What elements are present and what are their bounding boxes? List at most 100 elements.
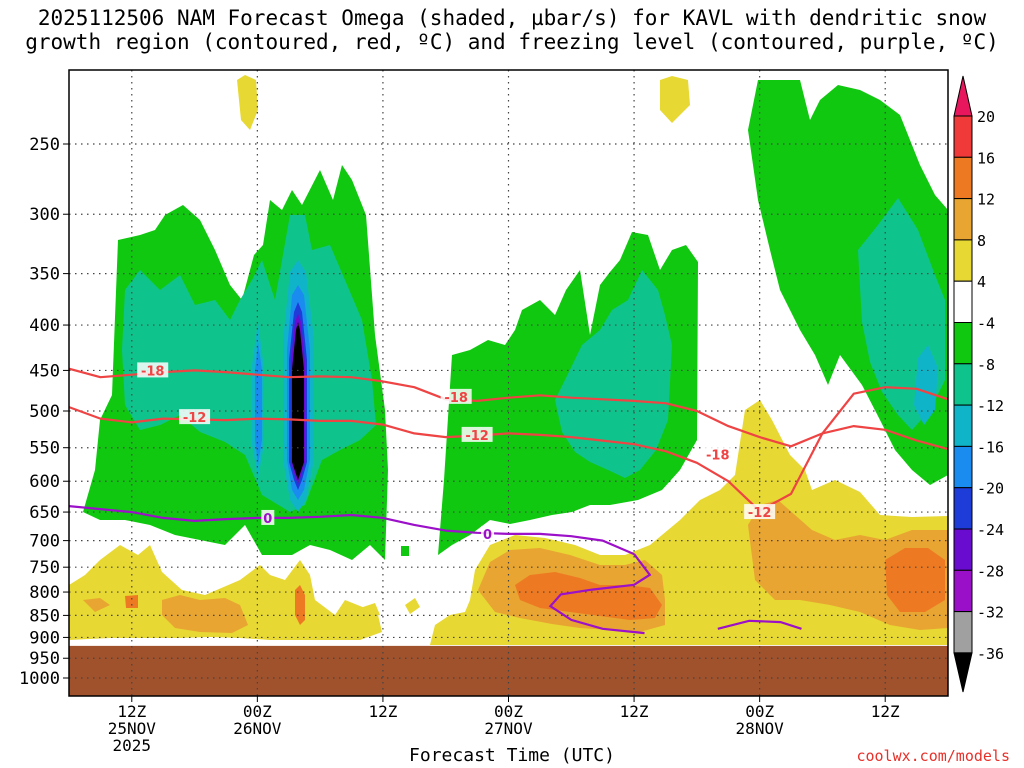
x-tick-label: 27NOV — [484, 719, 533, 738]
colorbar-label: -4 — [977, 315, 995, 333]
contour-label: -12 — [183, 411, 207, 426]
omega-region-very-strong-ascent — [914, 345, 938, 425]
contour-label-bg — [481, 525, 495, 541]
omega-region-ascent-small — [401, 546, 409, 556]
colorbar-segment — [953, 569, 973, 613]
colorbar-segment — [953, 156, 973, 200]
y-tick-label: 650 — [29, 503, 60, 523]
y-tick-label: 950 — [29, 649, 60, 669]
omega-region-descent-moderate — [162, 595, 248, 633]
colorbar-segment — [953, 611, 973, 654]
contour-label-bg — [440, 388, 472, 404]
contour-label: 0 — [263, 512, 272, 527]
y-tick-label: 900 — [29, 628, 60, 648]
x-tick-label: 12Z — [620, 702, 649, 721]
site-credit: coolwx.com/models — [856, 747, 1010, 765]
contour-label-bg — [702, 446, 734, 462]
y-tick-label: 300 — [29, 205, 60, 225]
chart-title-line-1: 2025112506 NAM Forecast Omega (shaded, µ… — [37, 6, 987, 30]
colorbar-segment — [953, 404, 973, 447]
colorbar-segment — [953, 445, 973, 489]
y-tick-label: 550 — [29, 439, 60, 459]
colorbar-label: 4 — [977, 273, 986, 291]
gridlines — [69, 70, 948, 696]
colorbar-label: 12 — [977, 191, 995, 209]
colorbar-label: -28 — [977, 562, 1004, 580]
colorbar-segment — [953, 198, 973, 241]
colorbar-label: -8 — [977, 356, 995, 374]
omega-core-36 — [292, 322, 304, 480]
contour-line — [69, 406, 948, 512]
omega-region-descent-strong — [885, 548, 945, 612]
omega-region-descent-small — [360, 603, 380, 618]
colorbar-segment — [953, 322, 973, 365]
y-tick-label: 1000 — [19, 669, 60, 689]
colorbar-arrow-bottom — [953, 652, 973, 693]
y-tick-label: 850 — [29, 606, 60, 626]
colorbar-segment — [953, 528, 973, 571]
colorbar-label: -16 — [977, 438, 1004, 456]
x-tick-label: 26NOV — [233, 719, 282, 738]
x-tick-label: 25NOV — [108, 719, 157, 738]
colorbar-label: -12 — [977, 397, 1004, 415]
omega-region-strong-ascent — [555, 270, 672, 478]
contour-label-bg — [744, 504, 776, 520]
x-tick-label: 2025 — [113, 736, 152, 755]
y-tick-label: 250 — [29, 135, 60, 155]
colorbar-label: -32 — [977, 604, 1004, 622]
contour-label: -18 — [141, 364, 165, 379]
contour-line — [69, 505, 635, 556]
colorbar-segment — [953, 487, 973, 530]
omega-core-20 — [255, 342, 262, 465]
x-tick-label: 12Z — [871, 702, 900, 721]
colorbar-label: -36 — [977, 645, 1004, 663]
y-tick-label: 350 — [29, 265, 60, 285]
y-tick-label: 400 — [29, 316, 60, 336]
omega-shading-layer — [69, 75, 948, 645]
colorbar-segment — [953, 363, 973, 406]
colorbar-label: 8 — [977, 232, 986, 250]
colorbar-segment — [953, 239, 973, 282]
contour-label-bg — [461, 426, 493, 442]
colorbar-label: -24 — [977, 521, 1004, 539]
x-tick-label: 12Z — [117, 702, 146, 721]
contour-layer — [69, 367, 948, 635]
contour-label: -18 — [706, 449, 730, 464]
y-tick-label: 500 — [29, 402, 60, 422]
y-tick-label: 700 — [29, 532, 60, 552]
y-tick-label: 800 — [29, 583, 60, 603]
contour-label-bg — [261, 509, 275, 525]
x-tick-label: 00Z — [745, 702, 774, 721]
contour-label-bg — [137, 362, 169, 378]
x-axis-label: Forecast Time (UTC) — [409, 745, 615, 766]
y-tick-label: 450 — [29, 361, 60, 381]
colorbar-label: -20 — [977, 480, 1004, 498]
contour-label: -18 — [444, 391, 468, 406]
omega-region-descent-strong — [125, 595, 138, 608]
contour-label-bg — [179, 409, 211, 425]
colorbar-label: 20 — [977, 108, 995, 126]
chart-title-line-2: growth region (contoured, red, ºC) and f… — [25, 30, 999, 54]
x-tick-label: 28NOV — [736, 719, 785, 738]
omega-region-descent-small — [405, 598, 420, 614]
x-tick-label: 00Z — [243, 702, 272, 721]
contour-line — [69, 367, 948, 448]
omega-colorbar: 20 16 12 8 4 -4 -8 -12 -16 -20 -24 -28 -32 -36 — [953, 75, 1004, 693]
colorbar-label: 16 — [977, 149, 995, 167]
contour-label: 0 — [483, 528, 492, 543]
contour-labels: -18 -18 -18 -12 -12 -12 0 0 — [137, 362, 776, 543]
colorbar-segment — [953, 280, 973, 324]
colorbar-arrow-top — [953, 75, 973, 117]
contour-line — [717, 619, 802, 630]
y-tick-label: 750 — [29, 558, 60, 578]
y-tick-label: 600 — [29, 472, 60, 492]
omega-region-descent-cap — [237, 75, 258, 130]
contour-label: -12 — [748, 506, 772, 521]
contour-label: -12 — [465, 429, 489, 444]
omega-region-descent-moderate — [83, 598, 110, 612]
x-tick-label: 12Z — [368, 702, 397, 721]
x-tick-label: 00Z — [494, 702, 523, 721]
omega-region-descent-cap — [660, 76, 690, 123]
